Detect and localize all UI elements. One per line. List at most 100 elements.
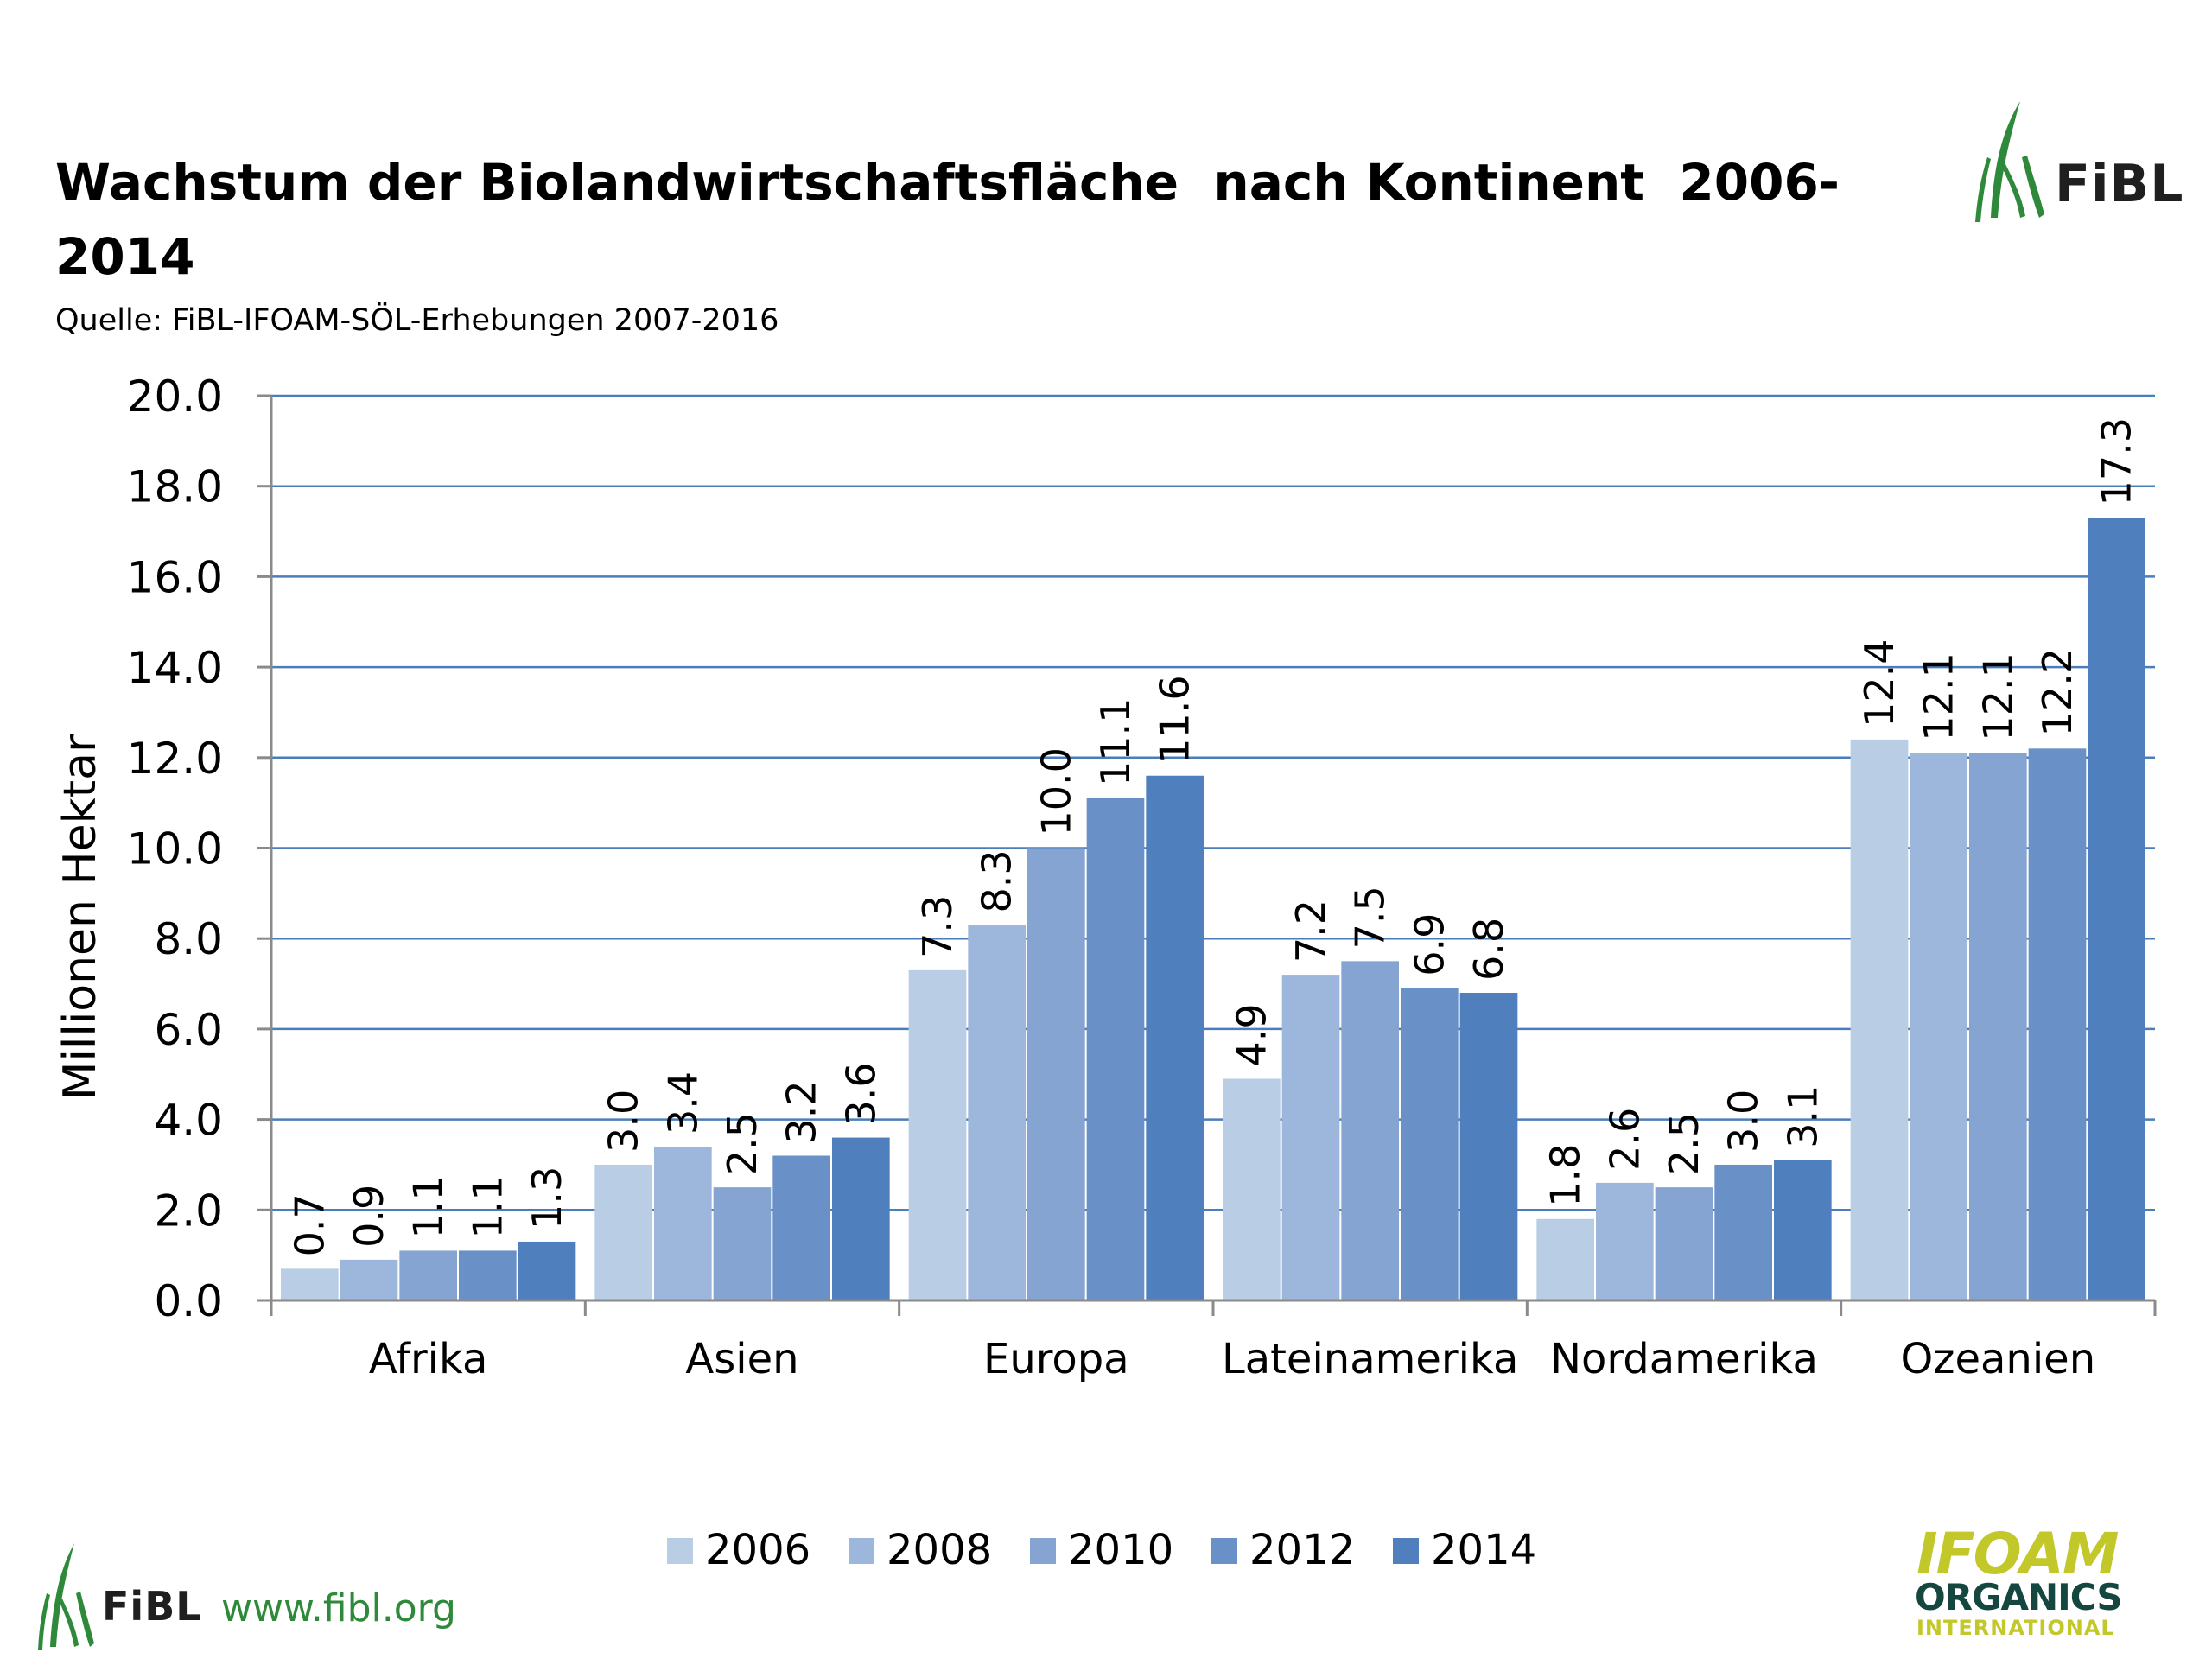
bar-2012-asien — [772, 1155, 830, 1300]
bar-2006-lateinamerika — [1223, 1078, 1281, 1300]
fibl-logo-top: FiBL — [1970, 97, 2195, 226]
bar-value-label: 3.6 — [837, 1062, 884, 1125]
fibl-website-link[interactable]: www.fibl.org — [221, 1586, 456, 1630]
bar-2006-asien — [594, 1164, 652, 1300]
legend-swatch-2006 — [667, 1538, 693, 1564]
bar-value-label: 3.0 — [1720, 1090, 1767, 1153]
y-tick-label: 12.0 — [127, 734, 223, 784]
legend-swatch-2010 — [1030, 1538, 1056, 1564]
legend-swatch-2014 — [1393, 1538, 1419, 1564]
x-category-label: Asien — [685, 1335, 798, 1383]
bar-2012-europa — [1086, 798, 1145, 1300]
legend-label-2010: 2010 — [1068, 1526, 1173, 1574]
bar-2014-afrika — [518, 1241, 576, 1300]
bar-2010-nordamerika — [1655, 1187, 1713, 1300]
bar-value-label: 17.3 — [2094, 417, 2140, 505]
bar-value-label: 3.0 — [601, 1090, 647, 1153]
bar-2014-lateinamerika — [1459, 993, 1518, 1300]
bar-2012-lateinamerika — [1401, 988, 1459, 1300]
x-category-label: Europa — [983, 1335, 1129, 1383]
y-tick-label: 2.0 — [154, 1185, 223, 1236]
bar-value-label: 7.5 — [1347, 886, 1394, 949]
bar-2008-asien — [654, 1147, 712, 1300]
x-category-label: Lateinamerika — [1222, 1335, 1518, 1383]
fibl-logo-text-small: FiBL — [102, 1583, 202, 1630]
bar-2006-europa — [908, 969, 967, 1300]
bar-value-label: 1.1 — [405, 1175, 452, 1238]
bar-2014-nordamerika — [1774, 1160, 1832, 1300]
bar-2008-europa — [968, 925, 1026, 1300]
bar-value-label: 6.9 — [1406, 913, 1452, 976]
bar-value-label: 8.3 — [974, 849, 1020, 912]
y-tick-label: 0.0 — [154, 1276, 223, 1326]
bar-value-label: 3.2 — [779, 1080, 825, 1143]
ifoam-logo: IFOAM ORGANICS INTERNATIONAL — [1901, 1521, 2160, 1650]
bar-2014-asien — [832, 1137, 890, 1300]
fibl-leaf-icon — [1975, 101, 2044, 222]
bar-2008-lateinamerika — [1281, 975, 1340, 1300]
ifoam-logo-organics: ORGANICS — [1915, 1576, 2123, 1618]
fibl-logo-bottom: FiBL www.fibl.org — [35, 1540, 484, 1652]
bar-2012-afrika — [459, 1250, 517, 1300]
bar-value-label: 2.5 — [719, 1112, 766, 1175]
bar-value-label: 3.1 — [1779, 1085, 1826, 1148]
bar-value-label: 12.2 — [2034, 648, 2081, 736]
bar-value-label: 0.7 — [286, 1193, 333, 1256]
bar-2006-afrika — [281, 1268, 339, 1300]
bar-2012-ozeanien — [2028, 748, 2087, 1300]
y-tick-label: 18.0 — [127, 462, 223, 512]
chart-source-note: Quelle: FiBL-IFOAM-SÖL-Erhebungen 2007-2… — [55, 303, 779, 338]
legend-label-2014: 2014 — [1431, 1526, 1536, 1574]
x-category-label: Nordamerika — [1550, 1335, 1818, 1383]
y-tick-label: 4.0 — [154, 1096, 223, 1146]
bar-value-label: 11.6 — [1152, 675, 1198, 763]
bar-2012-nordamerika — [1714, 1164, 1772, 1300]
bar-2008-nordamerika — [1596, 1182, 1654, 1300]
bar-value-label: 7.2 — [1287, 899, 1334, 963]
bar-value-label: 6.8 — [1465, 918, 1512, 981]
fibl-logo-text: FiBL — [2055, 154, 2184, 214]
bar-2008-ozeanien — [1910, 753, 1967, 1300]
bar-2010-asien — [713, 1187, 772, 1300]
y-tick-label: 16.0 — [127, 552, 223, 602]
bar-2010-lateinamerika — [1341, 961, 1399, 1300]
y-tick-label: 20.0 — [127, 372, 223, 422]
bar-value-label: 12.1 — [1974, 652, 2021, 741]
legend-label-2008: 2008 — [887, 1526, 992, 1574]
y-tick-label: 14.0 — [127, 643, 223, 693]
y-tick-label: 6.0 — [154, 1005, 223, 1055]
bar-value-label: 7.3 — [914, 895, 961, 958]
bar-value-label: 4.9 — [1228, 1003, 1274, 1066]
bar-value-label: 3.4 — [659, 1071, 706, 1135]
ifoam-logo-international: INTERNATIONAL — [1916, 1616, 2115, 1640]
bar-value-label: 2.5 — [1661, 1112, 1707, 1175]
bar-value-label: 11.1 — [1092, 697, 1139, 785]
legend-swatch-2008 — [849, 1538, 874, 1564]
ifoam-logo-mark: IFOAM — [1916, 1521, 2120, 1587]
bar-value-label: 12.1 — [1916, 652, 1962, 741]
legend-label-2006: 2006 — [705, 1526, 810, 1574]
bar-2010-europa — [1027, 848, 1085, 1300]
y-tick-label: 10.0 — [127, 824, 223, 874]
x-category-label: Afrika — [369, 1335, 487, 1383]
bar-2014-europa — [1146, 775, 1204, 1300]
bar-2010-afrika — [399, 1250, 457, 1300]
bar-2010-ozeanien — [1969, 753, 2027, 1300]
bar-value-label: 2.6 — [1601, 1108, 1648, 1171]
bar-2006-nordamerika — [1536, 1218, 1594, 1300]
fibl-leaf-icon-small — [38, 1543, 94, 1650]
bar-value-label: 12.4 — [1856, 639, 1903, 727]
bar-value-label: 1.1 — [464, 1175, 511, 1238]
bar-value-label: 10.0 — [1033, 747, 1079, 836]
legend-swatch-2012 — [1211, 1538, 1237, 1564]
y-axis-title: Millionen Hektar — [54, 734, 106, 1100]
bar-2006-ozeanien — [1850, 739, 1909, 1300]
bar-value-label: 0.9 — [346, 1185, 392, 1248]
bar-value-label: 1.3 — [524, 1166, 570, 1230]
x-category-label: Ozeanien — [1901, 1335, 2096, 1383]
legend-label-2012: 2012 — [1249, 1526, 1355, 1574]
bar-value-label: 1.8 — [1542, 1144, 1589, 1207]
chart-title-line-2: 2014 — [55, 227, 195, 286]
y-tick-label: 8.0 — [154, 914, 223, 964]
